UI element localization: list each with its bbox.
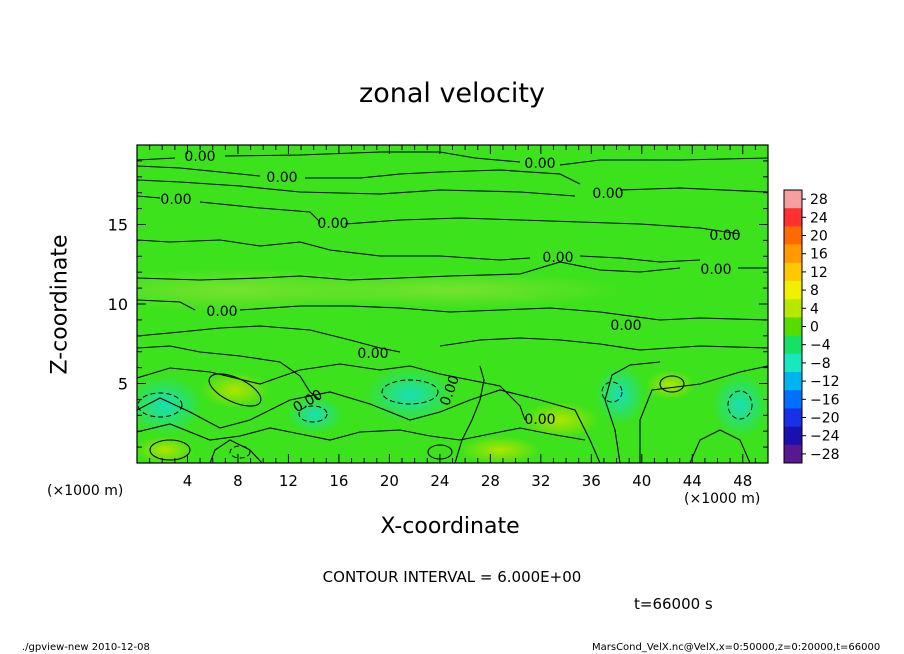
- colorbar-label: 24: [810, 210, 828, 226]
- colorbar-label: 0: [810, 320, 819, 336]
- contour-label: 0.00: [700, 262, 731, 278]
- colorbar-segment: [784, 190, 802, 209]
- contour-label: 0.00: [160, 192, 191, 208]
- colorbar-label: 28: [810, 192, 828, 208]
- colorbar-segment: [784, 353, 802, 373]
- colorbar-segment: [784, 335, 802, 355]
- colorbar-segment: [784, 208, 802, 227]
- colorbar-label: 20: [810, 229, 828, 245]
- contour-label: 0.00: [592, 186, 623, 202]
- y-tick-label: 15: [108, 216, 128, 235]
- colorbar-label: 16: [810, 247, 828, 263]
- colorbar-label: 4: [810, 301, 819, 317]
- contour-label: 0.00: [357, 346, 388, 362]
- colorbar-label: 12: [810, 265, 828, 281]
- x-tick-label: 32: [531, 472, 550, 490]
- colorbar-segment: [784, 299, 802, 318]
- x-axis-ticks: 4 8 12 16 20 24 28 32 36 40 44 48: [149, 145, 756, 490]
- contour-label: 0.00: [317, 216, 348, 232]
- contour-interval-text: CONTOUR INTERVAL = 6.000E+00: [322, 568, 582, 586]
- x-tick-label: 36: [582, 472, 601, 490]
- time-label: t=66000 s: [634, 595, 713, 613]
- colorbar-label: −20: [810, 411, 840, 427]
- contour-label: 0.00: [709, 228, 740, 244]
- colorbar-label: −28: [810, 447, 840, 463]
- colorbar-label: −8: [810, 356, 831, 372]
- footer-right: MarsCond_VelX.nc@VelX,x=0:50000,z=0:2000…: [592, 642, 881, 653]
- contour-label: 0.00: [542, 250, 573, 266]
- x-unit-right: (×1000 m): [684, 491, 761, 507]
- x-tick-label: 16: [329, 472, 348, 490]
- colorbar-label: 8: [810, 283, 819, 299]
- colorbar-segment: [784, 281, 802, 300]
- negative-contours: [137, 379, 753, 459]
- colorbar-segment: [784, 426, 802, 446]
- contour-label: 0.00: [610, 318, 641, 334]
- contour-label: 0.00: [184, 149, 215, 165]
- y-tick-label: 10: [108, 295, 128, 314]
- colorbar-label: −4: [810, 338, 831, 354]
- x-tick-label: 4: [183, 472, 193, 490]
- colorbar-segment: [784, 408, 802, 427]
- x-tick-label: 8: [233, 472, 243, 490]
- x-tick-label: 20: [380, 472, 399, 490]
- colorbar-segment: [784, 244, 802, 264]
- x-tick-label: 28: [481, 472, 500, 490]
- colorbar-segment: [784, 372, 802, 391]
- footer-left: ./gpview-new 2010-12-08: [22, 642, 150, 653]
- x-tick-label: 44: [683, 472, 702, 490]
- contour-label: 0.00: [524, 412, 555, 428]
- colorbar-segment: [784, 444, 802, 464]
- x-tick-label: 24: [430, 472, 449, 490]
- colorbar-label: −12: [810, 374, 840, 390]
- colorbar-segment: [784, 262, 802, 282]
- contour-label: 0.00: [524, 156, 555, 172]
- colorbar-segment: [784, 226, 802, 245]
- colorbar-label: −16: [810, 392, 840, 408]
- y-tick-label: 5: [118, 375, 128, 394]
- contour-label: 0.00: [266, 170, 297, 186]
- field-shading: [137, 268, 768, 463]
- x-axis-label: X-coordinate: [380, 514, 520, 539]
- x-tick-label: 12: [279, 472, 298, 490]
- y-axis-ticks: 5 10 15: [108, 160, 768, 448]
- chart-title: zonal velocity: [359, 78, 545, 109]
- contour-label: 0.00: [206, 304, 237, 320]
- x-tick-label: 40: [632, 472, 651, 490]
- colorbar-segment: [784, 317, 802, 336]
- x-unit-left: (×1000 m): [47, 483, 124, 499]
- colorbar-segment: [784, 390, 802, 409]
- x-tick-label: 48: [733, 472, 752, 490]
- contour-lines: [137, 151, 768, 463]
- colorbar-label: −24: [810, 429, 840, 445]
- colorbar: 28 24 20 16 12 8 4 0 −4 −8 −12 −16 −20 −24 −28: [783, 189, 840, 464]
